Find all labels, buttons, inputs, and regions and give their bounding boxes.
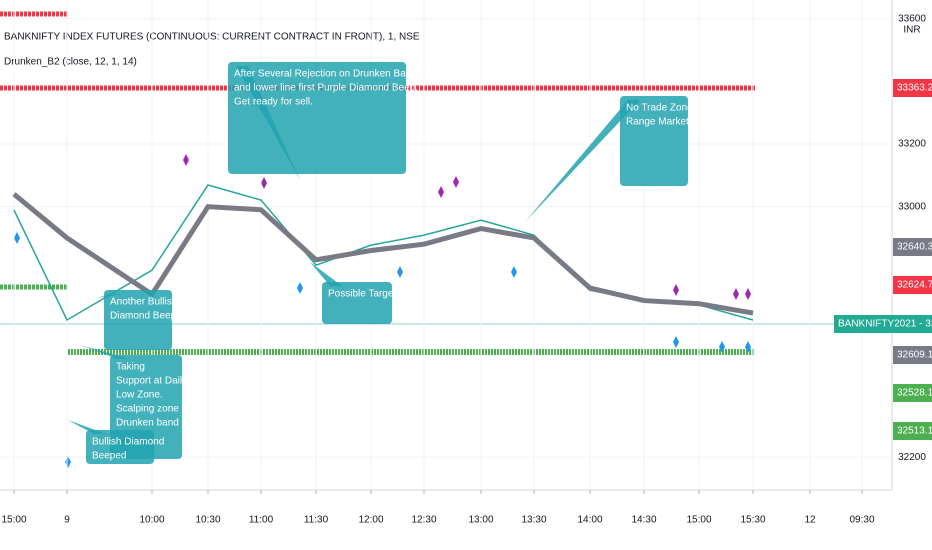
callout-box [620,96,688,186]
callout-text: Low Zone. [116,390,163,401]
indicator-name: Drunken_B2 (close, 12, 1, 14) [4,57,137,68]
buy-signal [397,266,403,278]
callout-text: Beeped [92,451,126,462]
axis-unit: INR [903,25,920,36]
price-tag-label: 32640.35 [897,242,932,253]
sell-signal [438,186,444,198]
buy-signal [14,232,20,244]
buy-signal [745,341,751,353]
x-tick-label: 10:00 [139,515,164,526]
buy-signal [673,336,679,348]
sell-signal [453,176,459,188]
buy-signal [297,282,303,294]
callout-text: Range Market [626,117,689,128]
sell-signal [745,288,751,300]
buy-signal [719,341,725,353]
y-tick-label: 33600 [898,13,926,24]
callout-text: Bullish Diamond [92,437,164,448]
callout-box [322,282,392,324]
price-tag [893,384,932,402]
x-tick-label: 12 [804,515,816,526]
x-tick-label: 13:00 [468,515,493,526]
callout-text: Another Bullish [110,297,177,308]
price-tag-label: 32624.75 [897,280,932,291]
sell-signal [261,177,267,189]
callout-text: and lower line first Purple Diamond Beep… [234,83,418,94]
sell-signal [183,154,189,166]
price-tag-label: 32609.15 [897,350,932,361]
x-tick-label: 14:00 [577,515,602,526]
x-tick-label: 12:00 [358,515,383,526]
callout-text: Scalping zone till [116,404,191,415]
y-tick-label: 32200 [898,452,926,463]
y-tick-label: 33200 [898,139,926,150]
x-tick-label: 13:30 [521,515,546,526]
callout-pointer [310,262,342,286]
price-tag-label: BANKNIFTY2021 - 32615.10 [838,319,932,330]
x-tick-label: 15:00 [686,515,711,526]
price-tag-label: 33363.25 [897,83,932,94]
price-tag-label: 32513.10 [897,426,932,437]
callout-text: Possible Targets [328,289,401,300]
callout-box [228,62,406,174]
signals [14,154,751,468]
price-tag-label: 32528.15 [897,388,932,399]
chart-title: BANKNIFTY INDEX FUTURES (CONTINUOUS: CUR… [4,32,420,43]
buy-signal [511,266,517,278]
callout-box [104,290,172,350]
price-tag [893,276,932,294]
callout-text: Drunken band [116,418,179,429]
x-tick-label: 11:30 [304,515,329,526]
y-tick-label: 33000 [898,201,926,212]
price-tag [893,79,932,97]
price-tag [893,238,932,256]
callout-text: No Trade Zone / [626,103,698,114]
sell-signal [673,284,679,296]
price-tag [834,315,932,333]
x-tick-label: 11:00 [249,515,274,526]
x-tick-label: 14:30 [631,515,656,526]
x-tick-label: 9 [64,515,70,526]
price-line [12,192,754,316]
callout-text: Diamond Beep..!! [110,311,187,322]
x-tick-label: 15:30 [740,515,765,526]
sell-signal [733,288,739,300]
x-tick-label: 12:30 [411,515,436,526]
price-tag [893,346,932,364]
callout-text: Get ready for sell. [234,97,313,108]
x-tick-label: 15:00 [1,515,26,526]
x-tick-label: 10:30 [195,515,220,526]
x-tick-label: 09:30 [849,515,874,526]
price-tag [893,422,932,440]
callout-text: Support at Daily [116,376,187,387]
callout-text: Taking [116,362,145,373]
callout-pointer [525,100,640,222]
callout-box [86,430,154,464]
callout-text: After Several Rejection on Drunken Band … [234,69,464,80]
